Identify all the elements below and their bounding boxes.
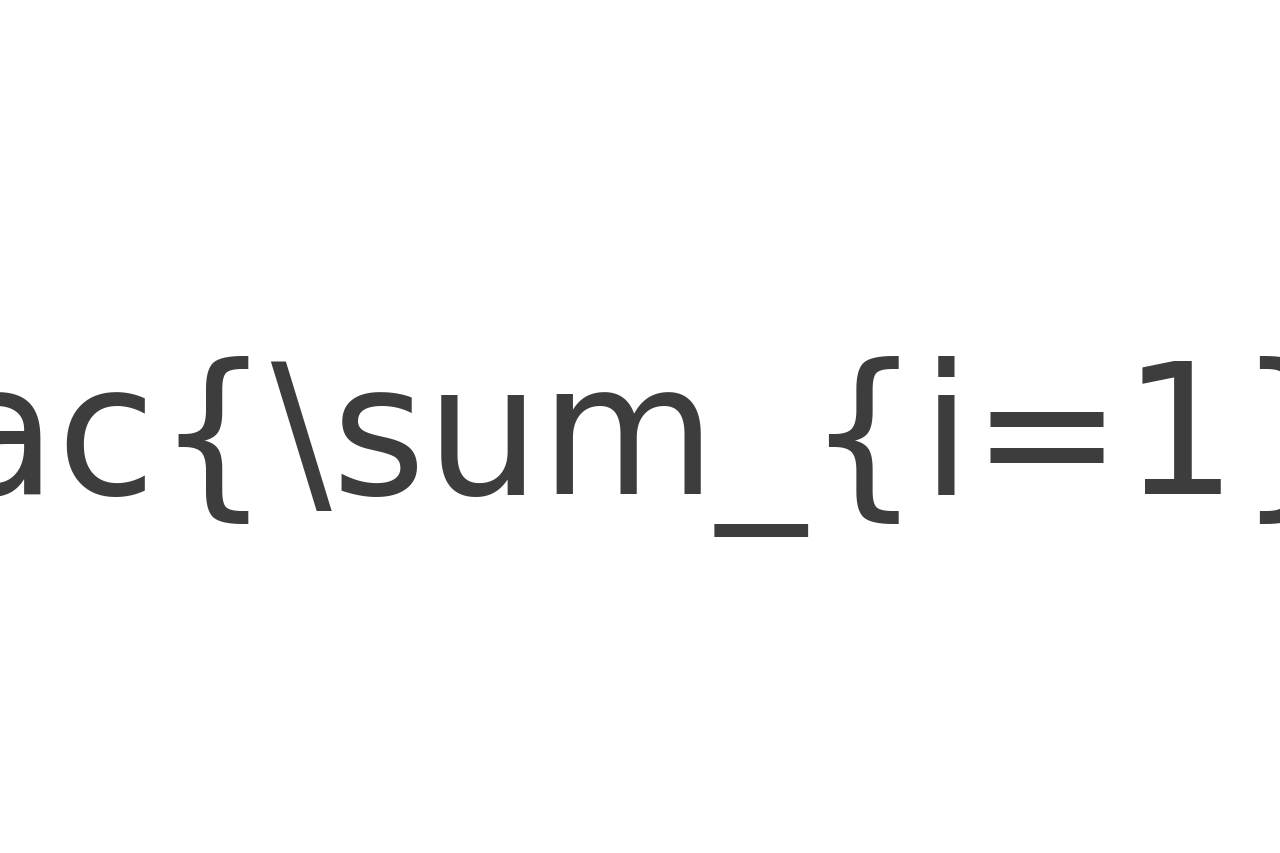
Text: www.inchcalculator.com: www.inchcalculator.com xyxy=(506,815,774,834)
Text: \bar{x} = \dfrac{\sum_{i=1}^{n} x_i}{n}: \bar{x} = \dfrac{\sum_{i=1}^{n} x_i}{n} xyxy=(0,356,1280,536)
Text: Mean Formula: Mean Formula xyxy=(270,22,1010,119)
